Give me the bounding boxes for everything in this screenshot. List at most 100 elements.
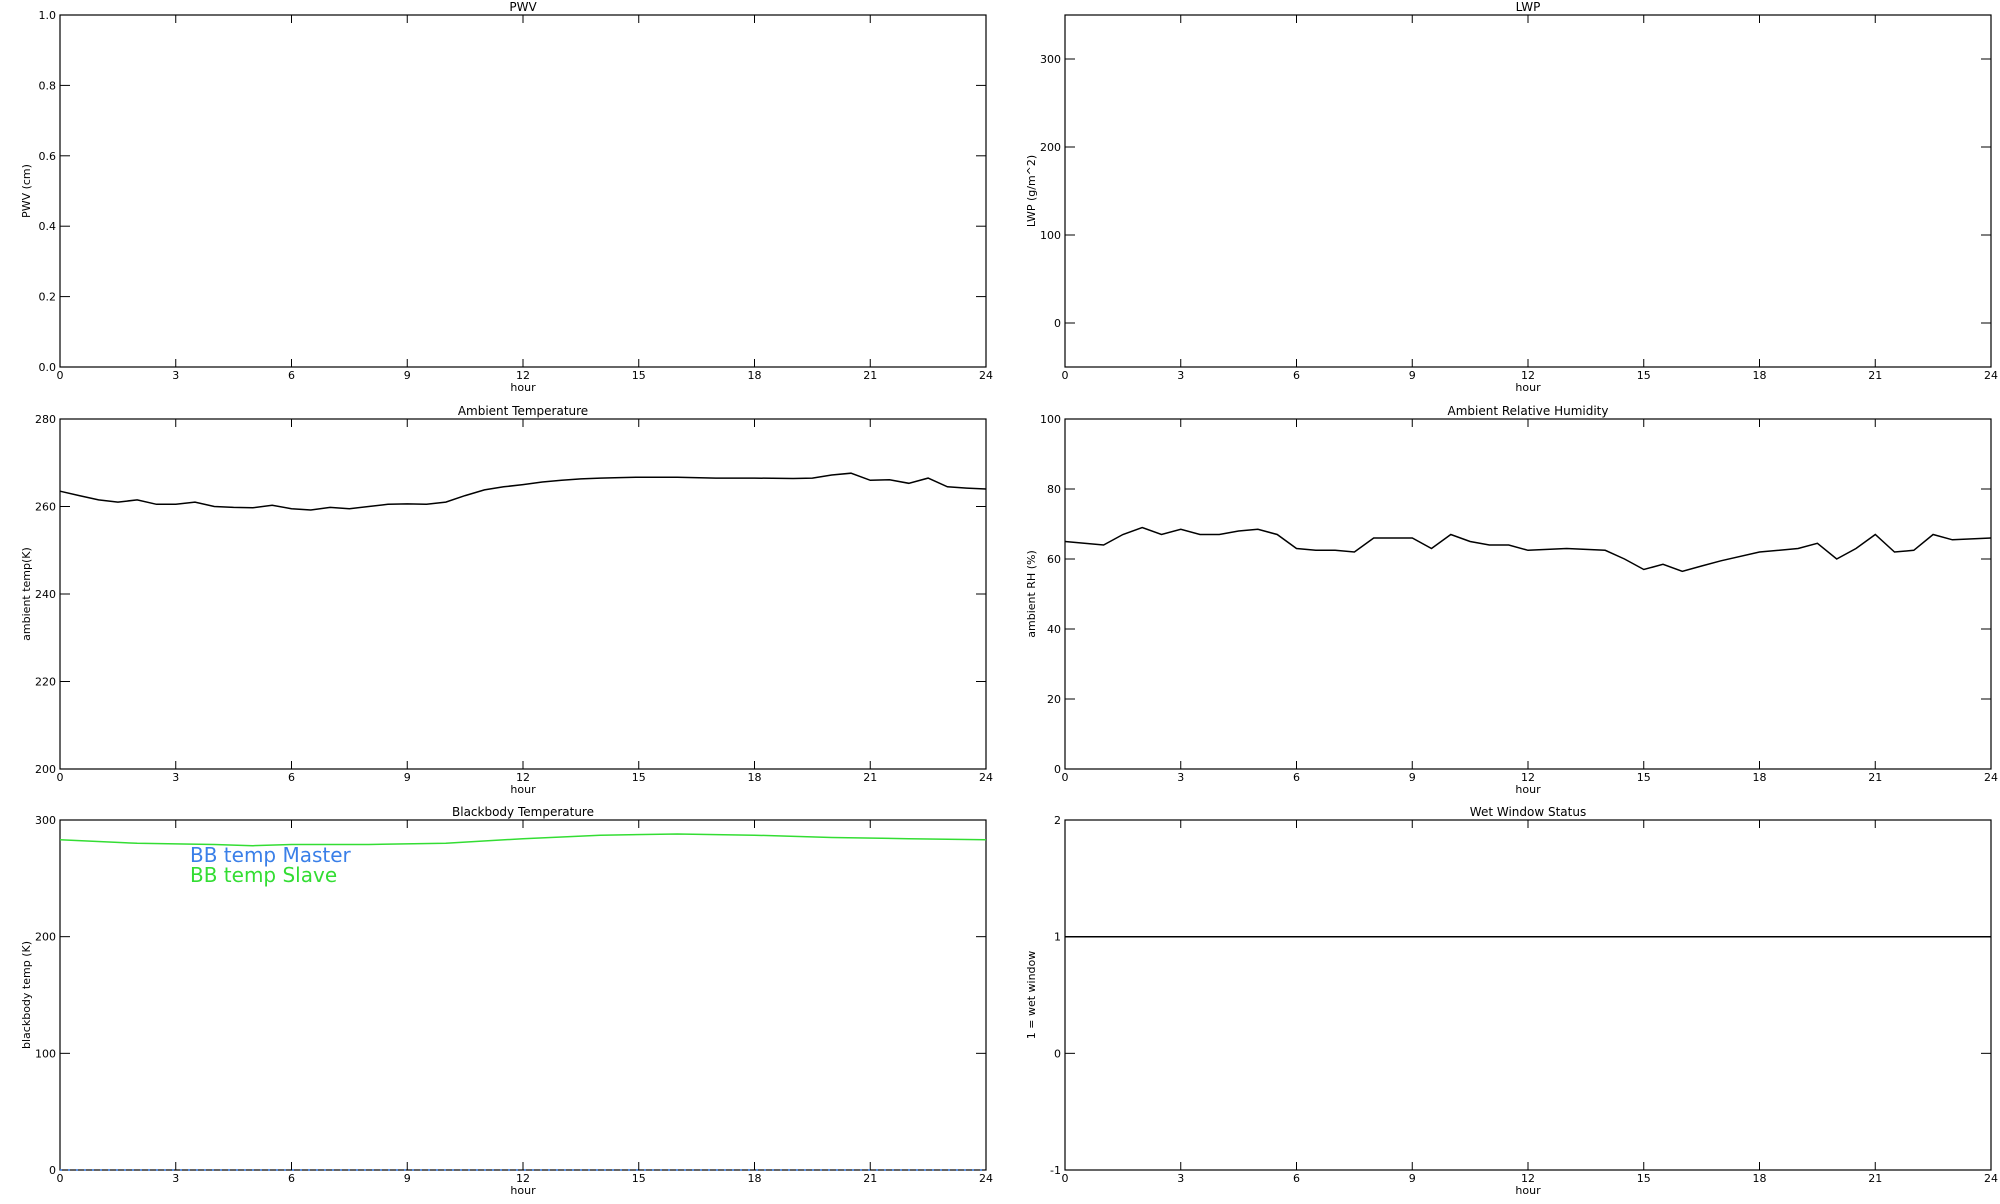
x-tick-label: 12 <box>516 369 530 382</box>
y-tick-label: 0.6 <box>39 150 57 163</box>
y-tick-label: 100 <box>1040 413 1061 426</box>
y-axis-label: PWV (cm) <box>20 164 33 218</box>
y-tick-label: 100 <box>35 1047 56 1060</box>
chart-panel: Blackbody Temperature hour blackbody temp … <box>20 805 993 1197</box>
x-tick-label: 12 <box>1521 369 1535 382</box>
chart-title: PWV <box>509 0 537 14</box>
chart-panel: Ambient Temperature hour ambient temp(K) 0 3… <box>20 404 993 796</box>
y-axis-label: blackbody temp (K) <box>20 941 33 1049</box>
x-tick-label: 3 <box>172 1172 179 1185</box>
chart-panel: LWP hour LWP (g/m^2) 0 3 6 9 12 15 18 21 24 0 100 200 3… <box>1025 0 1998 394</box>
y-tick-label: 0.4 <box>39 220 57 233</box>
x-tick-label: 12 <box>516 1172 530 1185</box>
x-tick-label: 15 <box>632 369 646 382</box>
y-tick-label: 80 <box>1047 483 1061 496</box>
x-tick-label: 3 <box>172 771 179 784</box>
x-tick-label: 12 <box>1521 771 1535 784</box>
plot-frame <box>1064 819 1992 1171</box>
y-tick-label: 280 <box>35 413 56 426</box>
x-axis-label: hour <box>1515 381 1541 394</box>
x-tick-label: 0 <box>1062 1172 1069 1185</box>
x-tick-label: 3 <box>1177 369 1184 382</box>
x-tick-label: 15 <box>1637 369 1651 382</box>
x-tick-label: 15 <box>1637 1172 1651 1185</box>
x-tick-label: 6 <box>288 771 295 784</box>
chart-title: Wet Window Status <box>1470 805 1586 819</box>
x-tick-label: 0 <box>57 771 64 784</box>
data-line <box>1064 526 1992 573</box>
y-axis-label: LWP (g/m^2) <box>1025 155 1038 227</box>
chart-panel: Ambient Relative Humidity hour ambient RH … <box>1025 404 1998 796</box>
chart-panel: Wet Window Status hour 1 = wet window 0 3 6 9 1… <box>1025 805 1998 1197</box>
x-tick-label: 6 <box>288 369 295 382</box>
y-tick-label: 0.2 <box>39 291 57 304</box>
y-tick-label: 0.8 <box>39 79 57 92</box>
legend-entry: BB temp Master <box>190 843 352 867</box>
x-tick-label: 21 <box>1868 771 1882 784</box>
x-tick-label: 24 <box>1984 1172 1998 1185</box>
x-tick-label: 24 <box>1984 369 1998 382</box>
x-tick-label: 6 <box>1293 771 1300 784</box>
x-tick-label: 21 <box>863 771 877 784</box>
y-axis-label: ambient temp(K) <box>20 547 33 641</box>
y-tick-label: 0.0 <box>39 361 57 374</box>
y-tick-label: 40 <box>1047 623 1061 636</box>
x-tick-label: 18 <box>1753 369 1767 382</box>
plot-frame <box>59 14 987 368</box>
data-line <box>59 833 987 847</box>
plot-frame <box>59 418 987 770</box>
chart-title: LWP <box>1516 0 1541 14</box>
x-tick-label: 18 <box>1753 771 1767 784</box>
y-tick-label: 200 <box>1040 141 1061 154</box>
chart-title: Ambient Temperature <box>458 404 588 418</box>
chart-title: Blackbody Temperature <box>452 805 594 819</box>
x-tick-label: 18 <box>1753 1172 1767 1185</box>
x-tick-label: 9 <box>1409 771 1416 784</box>
x-axis-label: hour <box>510 381 536 394</box>
x-tick-label: 18 <box>748 369 762 382</box>
x-axis-label: hour <box>1515 1184 1541 1197</box>
x-tick-label: 12 <box>516 771 530 784</box>
y-tick-label: 2 <box>1054 814 1061 827</box>
data-line <box>59 472 987 511</box>
y-tick-label: 0 <box>1054 1047 1061 1060</box>
y-tick-label: 300 <box>35 814 56 827</box>
x-tick-label: 21 <box>1868 369 1882 382</box>
x-tick-label: 15 <box>632 771 646 784</box>
y-tick-label: -1 <box>1050 1164 1061 1177</box>
y-tick-label: 20 <box>1047 693 1061 706</box>
y-tick-label: 1 <box>1054 931 1061 944</box>
y-tick-label: 1.0 <box>39 9 57 22</box>
x-axis-label: hour <box>1515 783 1541 796</box>
legend-entry: BB temp Slave <box>190 863 337 887</box>
x-tick-label: 6 <box>288 1172 295 1185</box>
y-axis-label: 1 = wet window <box>1025 951 1038 1040</box>
plot-frame <box>1064 14 1992 368</box>
x-tick-label: 15 <box>632 1172 646 1185</box>
x-tick-label: 3 <box>1177 1172 1184 1185</box>
y-tick-label: 260 <box>35 501 56 514</box>
x-tick-label: 0 <box>57 1172 64 1185</box>
y-tick-label: 200 <box>35 763 56 776</box>
x-tick-label: 18 <box>748 1172 762 1185</box>
x-tick-label: 6 <box>1293 1172 1300 1185</box>
x-tick-label: 3 <box>172 369 179 382</box>
x-tick-label: 24 <box>1984 771 1998 784</box>
x-tick-label: 0 <box>1062 771 1069 784</box>
plot-frame <box>1064 418 1992 770</box>
x-tick-label: 21 <box>1868 1172 1882 1185</box>
x-tick-label: 9 <box>404 771 411 784</box>
x-tick-label: 9 <box>404 369 411 382</box>
y-tick-label: 300 <box>1040 53 1061 66</box>
x-tick-label: 24 <box>979 1172 993 1185</box>
x-tick-label: 9 <box>404 1172 411 1185</box>
x-tick-label: 0 <box>57 369 64 382</box>
x-tick-label: 0 <box>1062 369 1069 382</box>
plot-frame <box>59 819 987 1171</box>
chart-title: Ambient Relative Humidity <box>1448 404 1609 418</box>
x-tick-label: 3 <box>1177 771 1184 784</box>
x-tick-label: 24 <box>979 771 993 784</box>
x-tick-label: 15 <box>1637 771 1651 784</box>
x-axis-label: hour <box>510 1184 536 1197</box>
x-tick-label: 18 <box>748 771 762 784</box>
